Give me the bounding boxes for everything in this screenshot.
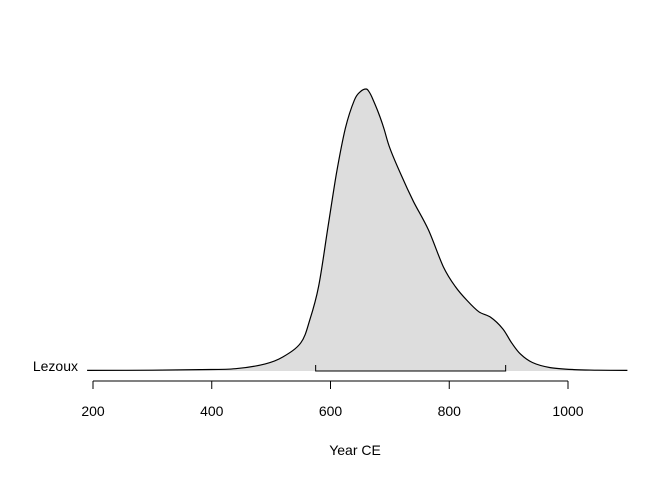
x-axis-label: Year CE: [329, 442, 381, 458]
x-axis: 200 400 600 800 1000: [81, 380, 584, 419]
x-tick-label-400: 400: [200, 403, 224, 419]
x-tick-label-200: 200: [81, 403, 105, 419]
series-label: Lezoux: [33, 358, 78, 374]
density-curve: [87, 88, 628, 371]
x-tick-label-600: 600: [319, 403, 343, 419]
density-area: [87, 89, 628, 371]
plot-area: [87, 88, 628, 372]
interval-bracket: [315, 365, 507, 372]
x-tick-label-1000: 1000: [552, 403, 583, 419]
x-tick-label-800: 800: [438, 403, 462, 419]
